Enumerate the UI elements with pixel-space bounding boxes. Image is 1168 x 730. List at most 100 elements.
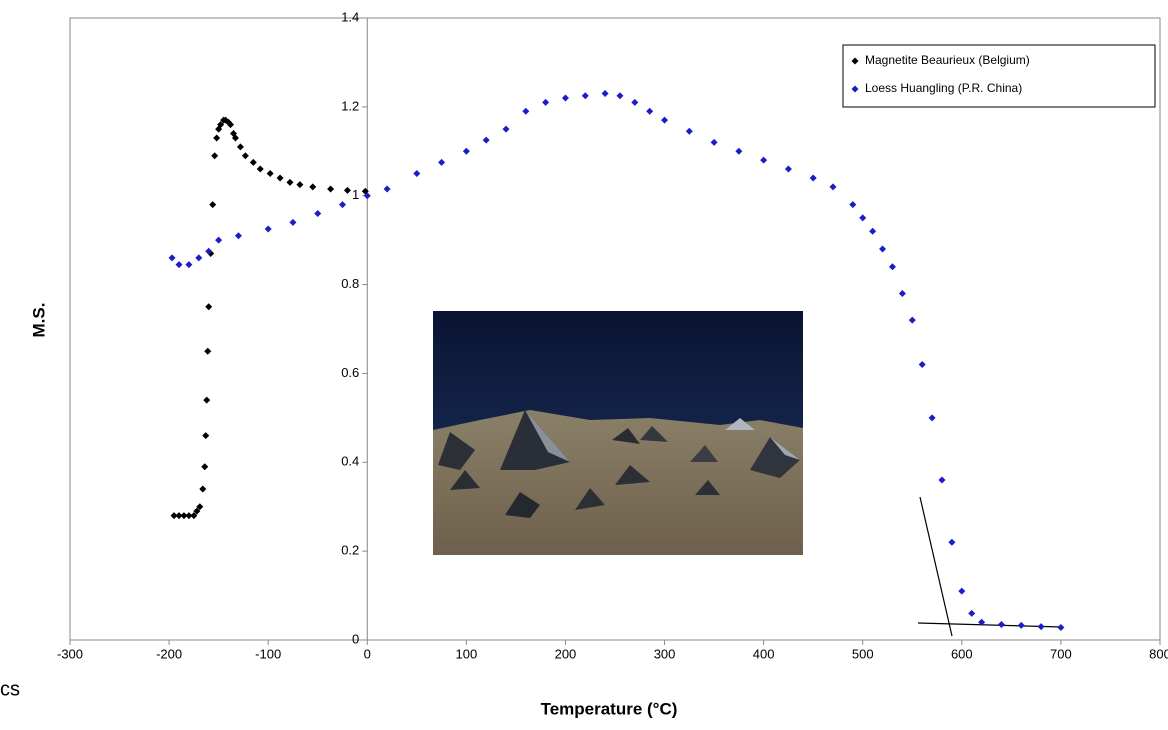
point <box>958 587 966 595</box>
point <box>462 147 470 155</box>
point <box>646 107 654 115</box>
point <box>938 476 946 484</box>
point <box>185 261 193 269</box>
legend-marker <box>851 57 859 65</box>
point <box>908 316 916 324</box>
y-tick-label: 1 <box>352 187 359 202</box>
point <box>236 143 244 151</box>
legend-label: Loess Huangling (P.R. China) <box>865 81 1022 95</box>
point <box>561 94 569 102</box>
point <box>710 138 718 146</box>
point <box>438 158 446 166</box>
point <box>661 116 669 124</box>
point <box>266 170 274 177</box>
point <box>234 232 242 240</box>
point <box>1017 621 1025 629</box>
legend-marker <box>851 85 859 93</box>
point <box>735 147 743 155</box>
point <box>968 609 976 617</box>
point <box>928 414 936 422</box>
point <box>918 361 926 369</box>
point <box>327 185 335 193</box>
point <box>190 512 198 520</box>
point <box>217 121 225 129</box>
point <box>343 186 351 194</box>
x-tick-label: 0 <box>364 646 371 661</box>
legend-box <box>842 44 1156 108</box>
point <box>314 209 322 217</box>
x-tick-label: 300 <box>654 646 676 661</box>
point <box>276 174 284 182</box>
point <box>211 152 219 160</box>
point <box>289 218 297 226</box>
point <box>227 121 235 129</box>
point <box>180 512 188 520</box>
point <box>685 127 693 135</box>
point <box>196 503 204 511</box>
point <box>1037 623 1045 631</box>
point <box>542 98 550 106</box>
inset-photo <box>433 311 803 555</box>
point <box>170 512 178 520</box>
point <box>203 396 211 404</box>
point <box>784 165 792 173</box>
point <box>215 236 223 244</box>
y-tick-label: 0.8 <box>341 276 359 291</box>
point <box>199 485 207 493</box>
point <box>502 125 510 133</box>
x-tick-label: 800 <box>1149 646 1168 661</box>
point <box>249 158 257 166</box>
point <box>978 618 986 626</box>
point <box>601 90 609 98</box>
point <box>175 261 183 269</box>
legend-label: Magnetite Beaurieux (Belgium) <box>865 53 1030 67</box>
point <box>195 254 203 262</box>
point <box>383 185 391 193</box>
point <box>809 174 817 182</box>
point <box>185 512 193 520</box>
point <box>205 247 213 255</box>
point <box>175 512 183 520</box>
y-axis-title: M.S. <box>29 303 48 338</box>
x-tick-label: -300 <box>57 646 83 661</box>
y-tick-label: 0.4 <box>341 454 359 469</box>
x-axis-title: Temperature (°C) <box>541 699 678 718</box>
point <box>859 214 867 222</box>
point <box>898 289 906 297</box>
point <box>193 507 201 515</box>
x-tick-label: -100 <box>255 646 281 661</box>
point <box>213 134 221 142</box>
point <box>1057 624 1065 632</box>
point <box>241 152 249 160</box>
x-tick-label: 600 <box>951 646 973 661</box>
x-tick-label: 500 <box>852 646 874 661</box>
point <box>231 134 239 142</box>
point <box>482 136 490 144</box>
x-tick-label: -200 <box>156 646 182 661</box>
point <box>296 181 304 189</box>
point <box>413 170 421 177</box>
point <box>209 201 217 209</box>
tangent-line <box>919 496 953 637</box>
y-tick-label: 0.6 <box>341 365 359 380</box>
point <box>339 201 346 209</box>
point <box>201 463 209 471</box>
point <box>869 227 877 235</box>
point <box>948 538 956 546</box>
y-tick-label: 1.4 <box>341 9 359 24</box>
point <box>997 620 1005 628</box>
side-text: cs <box>0 678 20 700</box>
point <box>205 303 213 311</box>
point <box>888 263 896 271</box>
point <box>264 225 272 233</box>
series <box>168 90 1065 632</box>
point <box>256 165 264 173</box>
point <box>581 92 589 100</box>
point <box>202 432 210 440</box>
point <box>849 201 857 209</box>
y-tick-label: 1.2 <box>341 98 359 113</box>
x-tick-label: 400 <box>753 646 775 661</box>
y-tick-label: 0 <box>352 631 359 646</box>
x-tick-label: 100 <box>456 646 478 661</box>
point <box>631 98 639 106</box>
